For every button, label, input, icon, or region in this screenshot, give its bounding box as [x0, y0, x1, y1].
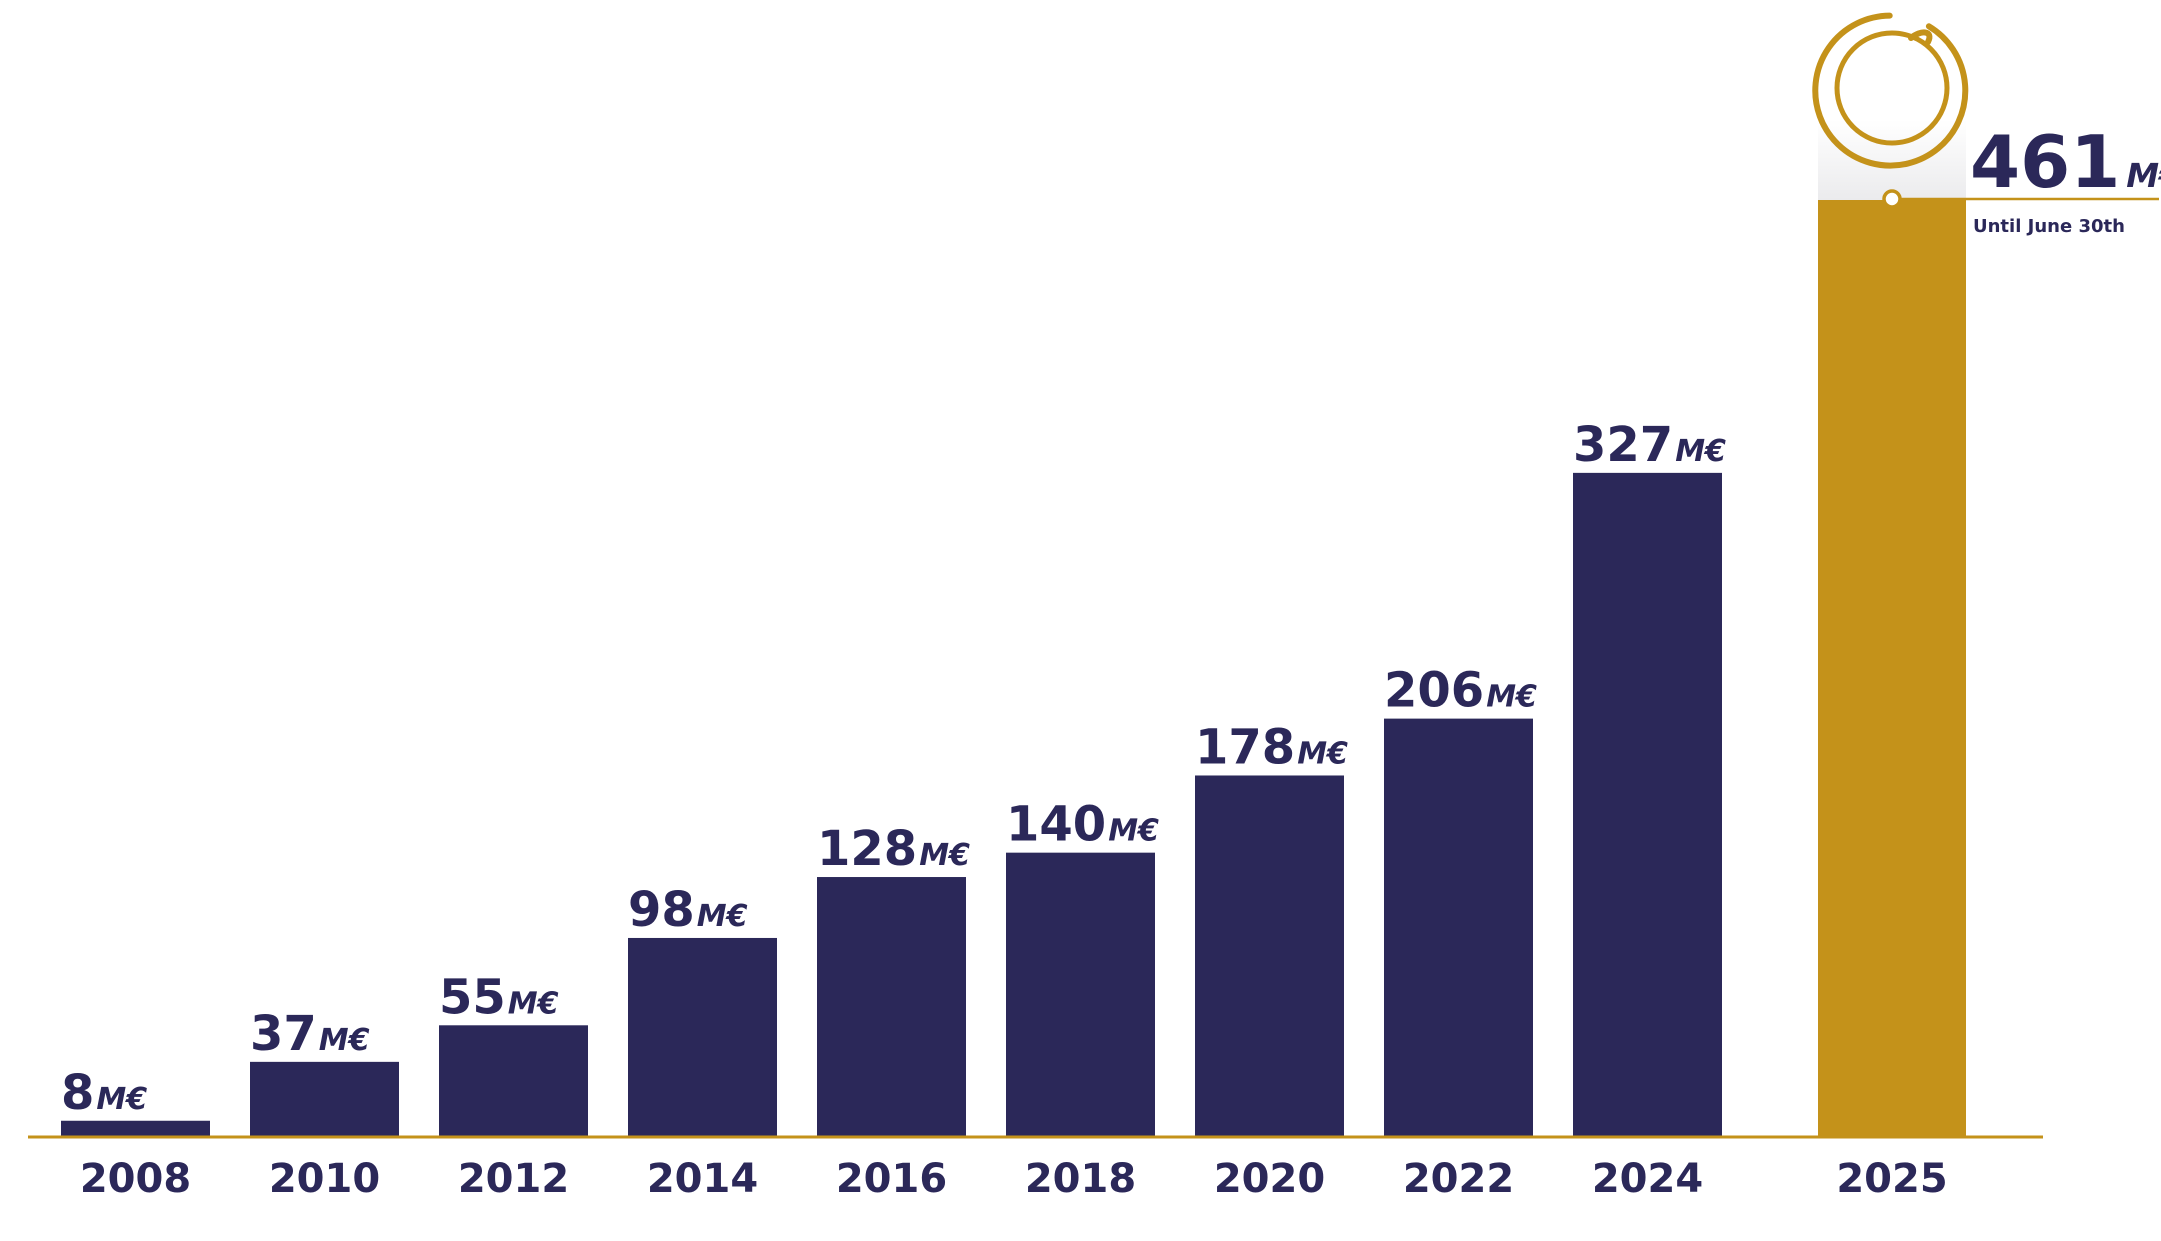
bar-2018: [1006, 852, 1155, 1137]
value-label-2012: 55M€: [439, 969, 559, 1025]
bar-2024: [1573, 472, 1722, 1137]
value-labels-group: 8M€ 37M€ 55M€ 98M€ 128M€ 140M€ 178M€ 206M€ 327M€: [61, 417, 1726, 1121]
bar-2016: [817, 877, 966, 1137]
bar-2022: [1384, 718, 1533, 1137]
value-label-2018: 140M€: [1006, 797, 1159, 853]
highlight-marker-dot: [1882, 189, 1902, 209]
bar-2014: [628, 937, 777, 1137]
x-tick-2020: 2020: [1214, 1156, 1325, 1202]
x-tick-2016: 2016: [836, 1156, 947, 1202]
value-label-2014: 98M€: [628, 882, 748, 938]
value-label-2010: 37M€: [250, 1006, 370, 1062]
bar-2025: [1818, 199, 1966, 1137]
value-label-2016: 128M€: [817, 821, 970, 877]
x-tick-2008: 2008: [80, 1156, 191, 1202]
value-label-2020: 178M€: [1195, 719, 1348, 775]
highlight-value-number: 461: [1970, 120, 2120, 204]
x-tick-2022: 2022: [1403, 1156, 1514, 1202]
x-tick-2018: 2018: [1025, 1156, 1136, 1202]
value-label-2022: 206M€: [1384, 663, 1537, 719]
bar-2012: [439, 1025, 588, 1137]
x-tick-2014: 2014: [647, 1156, 758, 1202]
x-tick-2025: 2025: [1836, 1156, 1947, 1202]
x-tick-labels-group: 2008 2010 2012 2014 2016 2018 2020 2022 2024 2025: [80, 1156, 1948, 1202]
highlight-note: Until June 30th: [1973, 216, 2125, 237]
x-tick-2012: 2012: [458, 1156, 569, 1202]
value-label-2008: 8M€: [61, 1065, 147, 1121]
highlight-bar-fade-cap: [1818, 120, 1966, 200]
bars-group: [61, 199, 1966, 1137]
circle-swirl-logo-icon: [1812, 12, 1969, 169]
bar-2008: [61, 1120, 210, 1137]
x-tick-2024: 2024: [1592, 1156, 1703, 1202]
highlight-value-unit: M€: [2126, 156, 2161, 195]
bar-2020: [1195, 775, 1344, 1137]
x-tick-2010: 2010: [269, 1156, 380, 1202]
value-label-2024: 327M€: [1573, 417, 1726, 473]
bar-2010: [250, 1061, 399, 1137]
